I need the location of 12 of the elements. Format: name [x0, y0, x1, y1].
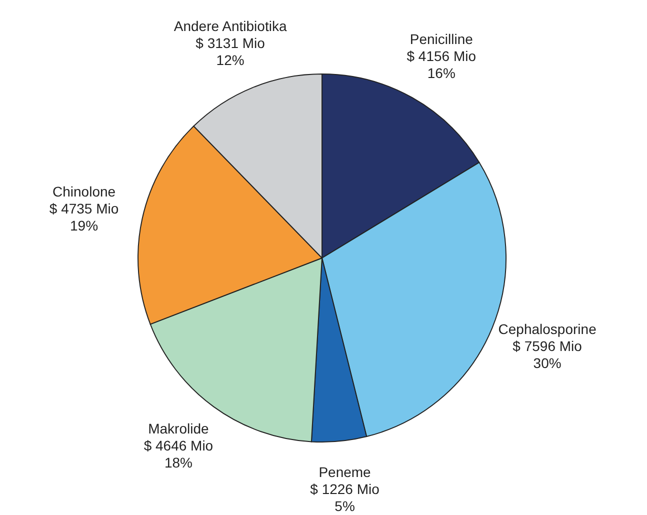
- slice-label: Makrolide: [148, 420, 210, 436]
- data-label: $ 4735 Mio 19%: [49, 200, 119, 234]
- slice-label: Cephalosporine: [498, 321, 597, 338]
- data-label: $ 7596 Mio 30%: [512, 338, 582, 372]
- data-label: $ 1226 Mio 5%: [310, 480, 380, 514]
- slice-label: Penicilline: [410, 30, 474, 47]
- slice-label: Peneme: [318, 464, 372, 480]
- slice-label: Chinolone: [52, 183, 116, 200]
- data-label: $ 4156 Mio 16%: [406, 48, 476, 81]
- slice-label: Andere Antibiotika: [174, 18, 287, 34]
- data-label: $ 3131 Mio 12%: [196, 35, 266, 68]
- data-label: $ 4646 Mio 18%: [144, 437, 214, 470]
